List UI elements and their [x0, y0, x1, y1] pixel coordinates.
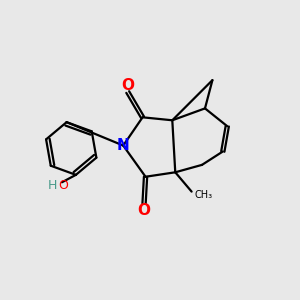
- Text: O: O: [138, 203, 151, 218]
- Text: O: O: [121, 78, 134, 93]
- Text: O: O: [58, 179, 68, 192]
- Text: N: N: [117, 138, 130, 153]
- Text: H: H: [47, 179, 57, 192]
- Text: CH₃: CH₃: [195, 190, 213, 200]
